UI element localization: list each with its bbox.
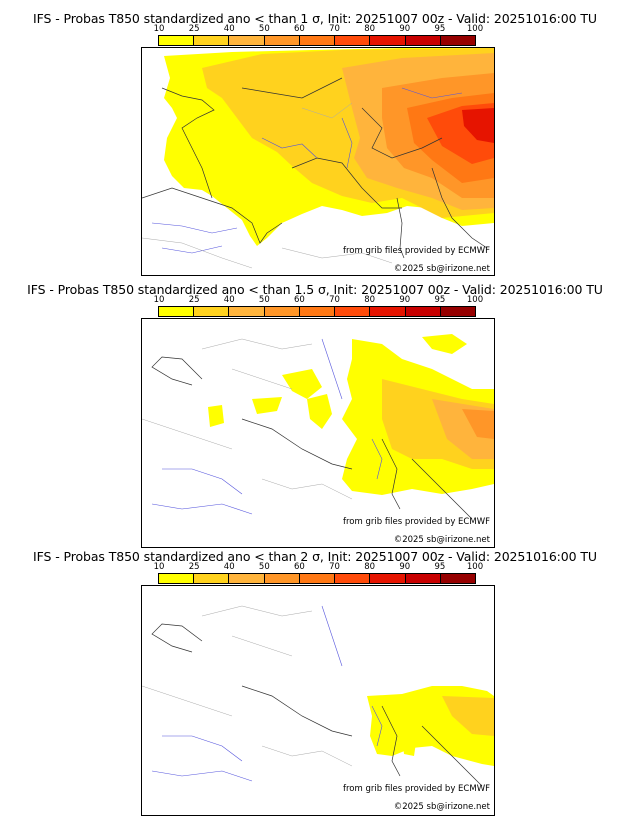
colorbar-swatch bbox=[264, 307, 300, 316]
colorbar-swatch bbox=[194, 574, 230, 583]
colorbar-swatch bbox=[159, 36, 195, 45]
copyright-credit: ©2025 sb@irizone.net bbox=[393, 264, 490, 274]
colorbar-tick-label: 25 bbox=[188, 295, 200, 305]
data-source-credit: from grib files provided by ECMWF bbox=[343, 517, 490, 527]
colorbar-swatch bbox=[299, 307, 336, 316]
colorbar-swatch bbox=[299, 36, 336, 45]
colorbar-tick-label: 25 bbox=[188, 562, 200, 572]
colorbar-swatch bbox=[299, 574, 336, 583]
colorbar-swatch bbox=[405, 574, 441, 583]
probability-colorbar: 10 25 40 50 60 70 80 90 95 100 bbox=[154, 562, 484, 584]
colorbar-swatch bbox=[405, 307, 441, 316]
colorbar-tick-label: 60 bbox=[294, 562, 305, 572]
colorbar-swatches bbox=[158, 306, 476, 317]
colorbar-swatch bbox=[370, 307, 406, 316]
colorbar-tick-label: 50 bbox=[258, 24, 270, 34]
colorbar-ticks: 10 25 40 50 60 70 80 90 95 100 bbox=[154, 562, 484, 573]
colorbar-swatch bbox=[440, 36, 475, 45]
colorbar-swatch bbox=[194, 307, 230, 316]
colorbar-swatch bbox=[264, 36, 300, 45]
copyright-credit: ©2025 sb@irizone.net bbox=[393, 802, 490, 812]
probability-colorbar: 10 25 40 50 60 70 80 90 95 100 bbox=[154, 295, 484, 317]
data-source-credit: from grib files provided by ECMWF bbox=[343, 784, 490, 794]
colorbar-tick-label: 90 bbox=[399, 295, 411, 305]
colorbar-tick-label: 10 bbox=[153, 24, 165, 34]
colorbar-tick-label: 60 bbox=[294, 24, 305, 34]
colorbar-tick-label: 100 bbox=[466, 295, 484, 305]
colorbar-swatch bbox=[229, 36, 265, 45]
colorbar-swatch bbox=[194, 36, 230, 45]
colorbar-tick-label: 100 bbox=[466, 562, 484, 572]
colorbar-tick-label: 10 bbox=[153, 562, 165, 572]
colorbar-tick-label: 90 bbox=[399, 24, 411, 34]
panel-3: IFS - Probas T850 standardized ano < tha… bbox=[0, 548, 630, 828]
probability-map: from grib files provided by ECMWF ©2025 … bbox=[141, 318, 495, 548]
colorbar-swatch bbox=[335, 36, 371, 45]
colorbar-tick-label: 90 bbox=[399, 562, 411, 572]
colorbar-swatch bbox=[405, 36, 441, 45]
colorbar-ticks: 10 25 40 50 60 70 80 90 95 100 bbox=[154, 295, 484, 306]
colorbar-tick-label: 80 bbox=[364, 24, 376, 34]
colorbar-tick-label: 60 bbox=[294, 295, 305, 305]
panel-title: IFS - Probas T850 standardized ano < tha… bbox=[33, 11, 597, 26]
colorbar-tick-label: 80 bbox=[364, 562, 376, 572]
probability-colorbar: 10 25 40 50 60 70 80 90 95 100 bbox=[154, 24, 484, 46]
colorbar-swatch bbox=[370, 574, 406, 583]
colorbar-tick-label: 70 bbox=[329, 24, 340, 34]
colorbar-tick-label: 95 bbox=[434, 295, 446, 305]
colorbar-swatch bbox=[229, 574, 265, 583]
colorbar-tick-label: 25 bbox=[188, 24, 200, 34]
colorbar-ticks: 10 25 40 50 60 70 80 90 95 100 bbox=[154, 24, 484, 35]
copyright-credit: ©2025 sb@irizone.net bbox=[393, 535, 490, 545]
colorbar-swatch bbox=[159, 574, 195, 583]
colorbar-tick-label: 40 bbox=[223, 295, 235, 305]
colorbar-tick-label: 40 bbox=[223, 24, 235, 34]
colorbar-swatches bbox=[158, 573, 476, 584]
colorbar-swatch bbox=[370, 36, 406, 45]
colorbar-tick-label: 95 bbox=[434, 562, 446, 572]
colorbar-swatch bbox=[335, 574, 371, 583]
colorbar-tick-label: 70 bbox=[329, 295, 340, 305]
panel-1: IFS - Probas T850 standardized ano < tha… bbox=[0, 0, 630, 276]
colorbar-tick-label: 100 bbox=[466, 24, 484, 34]
colorbar-tick-label: 50 bbox=[258, 562, 270, 572]
probability-map: from grib files provided by ECMWF ©2025 … bbox=[141, 585, 495, 816]
colorbar-tick-label: 40 bbox=[223, 562, 235, 572]
panel-2: IFS - Probas T850 standardized ano < tha… bbox=[0, 276, 630, 548]
colorbar-swatch bbox=[440, 574, 475, 583]
colorbar-swatch bbox=[264, 574, 300, 583]
panel-title: IFS - Probas T850 standardized ano < tha… bbox=[27, 282, 603, 297]
colorbar-tick-label: 10 bbox=[153, 295, 165, 305]
data-source-credit: from grib files provided by ECMWF bbox=[343, 246, 490, 256]
panel-title: IFS - Probas T850 standardized ano < tha… bbox=[33, 549, 597, 564]
colorbar-swatch bbox=[335, 307, 371, 316]
probability-map: from grib files provided by ECMWF ©2025 … bbox=[141, 47, 495, 276]
colorbar-swatches bbox=[158, 35, 476, 46]
colorbar-swatch bbox=[159, 307, 195, 316]
colorbar-tick-label: 50 bbox=[258, 295, 270, 305]
colorbar-swatch bbox=[440, 307, 475, 316]
colorbar-tick-label: 80 bbox=[364, 295, 376, 305]
colorbar-swatch bbox=[229, 307, 265, 316]
colorbar-tick-label: 95 bbox=[434, 24, 446, 34]
colorbar-tick-label: 70 bbox=[329, 562, 340, 572]
